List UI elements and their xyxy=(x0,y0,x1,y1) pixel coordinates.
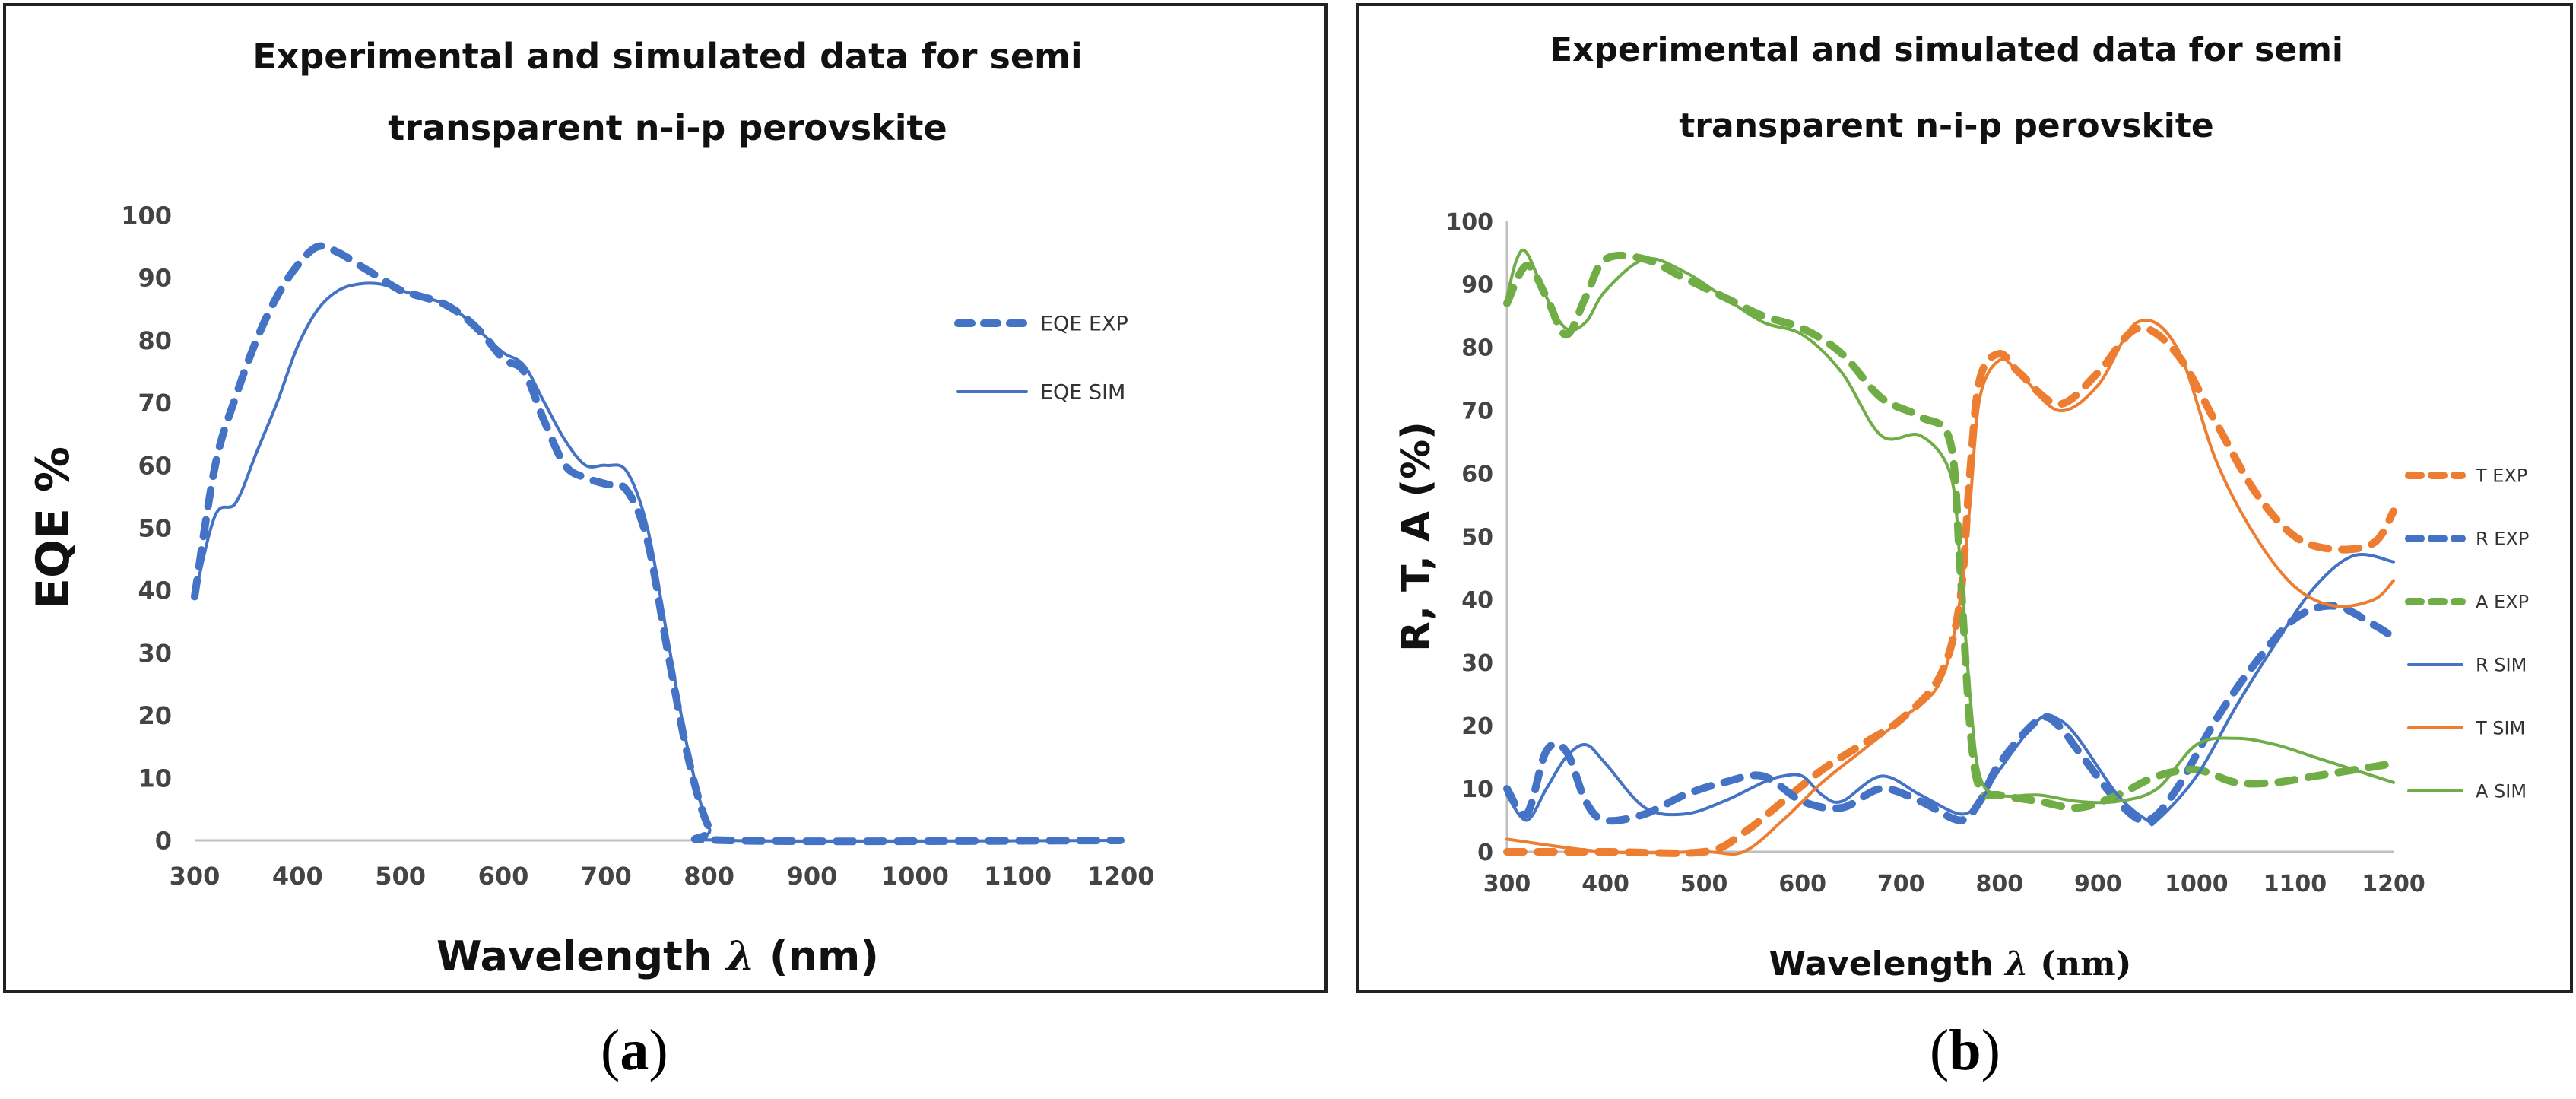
y-tick-label: 60 xyxy=(138,451,172,480)
series-line-t-sim xyxy=(1505,318,2395,856)
series-line-a-exp xyxy=(1503,251,2397,812)
y-tick-label: 70 xyxy=(1461,399,1493,425)
x-tick-label: 600 xyxy=(478,862,529,891)
y-tick-label: 80 xyxy=(138,326,172,355)
x-tick-label: 700 xyxy=(581,862,632,891)
chart-title-line: transparent n-i-p perovskite xyxy=(1679,106,2213,145)
y-tick-label: 50 xyxy=(1461,524,1493,551)
y-tick-label: 70 xyxy=(138,389,172,418)
x-tick-label: 500 xyxy=(375,862,426,891)
x-tick-label: 700 xyxy=(1877,871,1925,897)
x-tick-label: 1000 xyxy=(2165,871,2229,897)
x-tick-label: 300 xyxy=(170,862,220,891)
chart-a: Experimental and simulated data for semi… xyxy=(27,36,1155,980)
y-tick-label: 40 xyxy=(1461,587,1493,614)
y-tick-label: 50 xyxy=(138,514,172,543)
x-tick-label: 400 xyxy=(1581,871,1629,897)
series-line-r-sim xyxy=(1505,553,2395,827)
x-axis-label-symbol: λ xyxy=(725,932,755,980)
y-tick-label: 0 xyxy=(155,827,172,856)
legend-label-r-sim: R SIM xyxy=(2476,655,2527,676)
x-axis-label-unit: (nm) xyxy=(2040,945,2131,983)
x-tick-label: 400 xyxy=(272,862,323,891)
x-axis-label: Wavelength λ (nm) xyxy=(1769,945,2132,983)
chart-title-line: transparent n-i-p perovskite xyxy=(388,107,947,148)
legend-label-a-sim: A SIM xyxy=(2476,781,2527,802)
y-tick-label: 30 xyxy=(1461,650,1493,677)
x-axis-label-text: Wavelength xyxy=(436,932,712,980)
y-tick-label: 90 xyxy=(1461,272,1493,299)
y-tick-label: 10 xyxy=(138,764,172,792)
x-tick-label: 500 xyxy=(1680,871,1728,897)
x-tick-label: 1100 xyxy=(984,862,1052,891)
x-tick-label: 900 xyxy=(2074,871,2122,897)
x-axis-label: Wavelength λ (nm) xyxy=(436,932,879,980)
legend-label-t-exp: T EXP xyxy=(2475,465,2527,487)
series-line-eqe-sim xyxy=(193,281,1122,843)
panel-a: Experimental and simulated data for semi… xyxy=(3,3,1328,993)
caption-a: (a) xyxy=(601,1018,668,1082)
x-axis-label-space xyxy=(755,932,769,980)
x-tick-label: 1000 xyxy=(881,862,949,891)
caption-a-letter: a xyxy=(620,1018,649,1082)
y-tick-label: 40 xyxy=(138,576,172,605)
x-axis-label-unit: (nm) xyxy=(769,932,879,980)
y-tick-label: 100 xyxy=(121,202,172,230)
y-tick-label: 30 xyxy=(138,639,172,668)
x-axis-label-space xyxy=(2029,945,2040,983)
x-axis-label-symbol: λ xyxy=(2003,945,2029,983)
series-line-eqe-exp xyxy=(191,242,1125,846)
legend-label-eqe-sim: EQE SIM xyxy=(1040,381,1125,405)
y-tick-label: 60 xyxy=(1461,461,1493,488)
caption-b: (b) xyxy=(1930,1018,2000,1082)
x-tick-label: 600 xyxy=(1778,871,1826,897)
y-tick-label: 100 xyxy=(1445,209,1493,236)
y-tick-label: 0 xyxy=(1477,840,1493,866)
x-tick-label: 800 xyxy=(684,862,734,891)
legend-label-r-exp: R EXP xyxy=(2476,529,2529,550)
y-tick-label: 80 xyxy=(1461,335,1493,362)
legend-label-t-sim: T SIM xyxy=(2475,718,2525,739)
x-tick-label: 1200 xyxy=(2362,871,2425,897)
x-axis-label-space xyxy=(1994,945,2005,983)
y-tick-label: 20 xyxy=(1461,713,1493,740)
y-axis-label: R, T, A (%) xyxy=(1394,421,1439,652)
x-tick-label: 1100 xyxy=(2264,871,2327,897)
x-tick-label: 800 xyxy=(1975,871,2023,897)
y-tick-label: 10 xyxy=(1461,777,1493,803)
panel-b: Experimental and simulated data for semi… xyxy=(1356,3,2573,993)
legend-label-eqe-exp: EQE EXP xyxy=(1040,313,1128,336)
chart-b: Experimental and simulated data for semi… xyxy=(1394,30,2529,983)
y-tick-label: 20 xyxy=(138,701,172,730)
y-tick-label: 90 xyxy=(138,264,172,293)
x-axis-label-space xyxy=(712,932,726,980)
series-line-r-exp xyxy=(1503,602,2397,825)
x-tick-label: 1200 xyxy=(1087,862,1154,891)
x-tick-label: 300 xyxy=(1483,871,1531,897)
caption-b-letter: b xyxy=(1949,1018,1981,1082)
y-axis-label: EQE % xyxy=(27,446,80,609)
series-line-a-sim xyxy=(1505,248,2395,805)
series-line-t-exp xyxy=(1503,324,2397,857)
x-tick-label: 900 xyxy=(787,862,838,891)
chart-title-line: Experimental and simulated data for semi xyxy=(252,36,1082,77)
x-axis-label-text: Wavelength xyxy=(1769,945,1994,983)
legend-label-a-exp: A EXP xyxy=(2476,592,2529,613)
chart-title-line: Experimental and simulated data for semi xyxy=(1550,30,2343,69)
